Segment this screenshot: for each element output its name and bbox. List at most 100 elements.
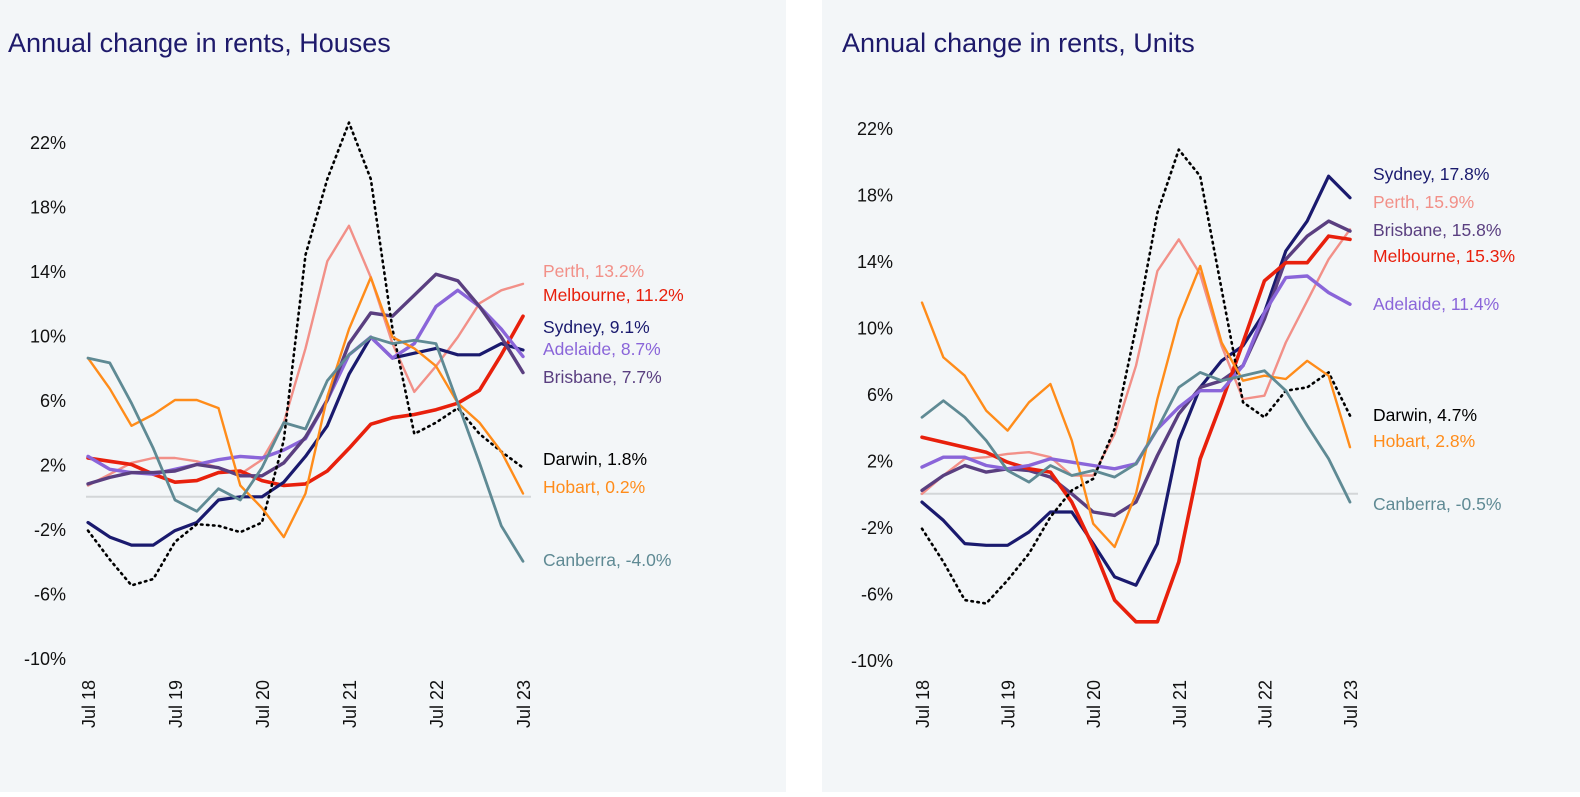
houses-canberra-point xyxy=(218,488,220,490)
houses-hobart-point xyxy=(109,388,111,390)
units-x-tick-label: Jul 23 xyxy=(1341,680,1361,728)
units-adelaide-point xyxy=(1050,458,1052,460)
units-melbourne-point xyxy=(985,451,987,453)
units-sydney-point xyxy=(1007,545,1009,547)
units-series-canberra-line xyxy=(920,369,1352,504)
houses-perth-point xyxy=(305,348,307,350)
units-brisbane-point xyxy=(1178,413,1180,415)
houses-y-tick-label: 22% xyxy=(30,133,66,153)
units-melbourne-point xyxy=(1092,546,1094,548)
houses-hobart-point xyxy=(240,485,242,487)
houses-brisbane-point xyxy=(348,343,350,345)
units-darwin-point xyxy=(1135,327,1137,329)
houses-y-tick-label: 6% xyxy=(40,391,66,411)
units-sydney-point xyxy=(964,543,966,545)
units-canberra-point xyxy=(1071,475,1073,477)
houses-label-darwin: Darwin, 1.8% xyxy=(543,449,647,469)
houses-melbourne-point xyxy=(196,480,198,482)
units-adelaide-point xyxy=(1221,390,1223,392)
houses-adelaide-point xyxy=(218,459,220,461)
units-hobart-point xyxy=(943,357,945,359)
units-melbourne-point xyxy=(1157,621,1159,623)
units-y-tick-label: -10% xyxy=(851,651,893,671)
houses-y-tick-label: -6% xyxy=(34,585,66,605)
units-hobart-point xyxy=(1199,265,1201,267)
units-perth-point xyxy=(985,456,987,458)
houses-perth-point xyxy=(348,225,350,227)
units-melbourne-point xyxy=(1221,402,1223,404)
units-adelaide-point xyxy=(1328,292,1330,294)
units-adelaide-point xyxy=(1242,365,1244,367)
houses-canberra-point xyxy=(392,343,394,345)
units-hobart-point xyxy=(964,375,966,377)
units-hobart-point xyxy=(1349,446,1351,448)
houses-melbourne-point xyxy=(240,470,242,472)
units-sydney-point xyxy=(1221,360,1223,362)
units-melbourne-point xyxy=(1306,262,1308,264)
units-darwin-point xyxy=(1050,516,1052,518)
units-canberra-point xyxy=(1114,476,1116,478)
houses-adelaide-point xyxy=(261,457,263,459)
units-brisbane-point xyxy=(1264,318,1266,320)
houses-melbourne-point xyxy=(283,485,285,487)
houses-x-tick-label: Jul 20 xyxy=(253,680,273,728)
units-canberra-point xyxy=(1242,375,1244,377)
houses-hobart-point xyxy=(283,536,285,538)
units-chart: 22% 18% 14% 10% 6% 2% -2% -6% -10% Jul 18 Jul 19 Ju… xyxy=(851,119,1515,728)
units-darwin-point xyxy=(964,599,966,601)
units-brisbane-point xyxy=(943,475,945,477)
houses-perth-point xyxy=(414,391,416,393)
units-hobart-point xyxy=(1092,523,1094,525)
houses-perth-point xyxy=(153,457,155,459)
houses-melbourne-point xyxy=(435,409,437,411)
units-hobart-point xyxy=(1071,440,1073,442)
houses-melbourne-point xyxy=(501,354,503,356)
houses-melbourne-point xyxy=(479,390,481,392)
units-perth-point xyxy=(1285,342,1287,344)
units-canberra-point xyxy=(1028,481,1030,483)
houses-adelaide-point xyxy=(240,456,242,458)
units-sydney-point xyxy=(1135,584,1137,586)
units-hobart-point xyxy=(1328,375,1330,377)
houses-label-hobart: Hobart, 0.2% xyxy=(543,477,645,497)
units-canberra-point xyxy=(1221,380,1223,382)
units-y-tick-label: 6% xyxy=(867,385,893,405)
houses-brisbane-point xyxy=(370,312,372,314)
houses-hobart-point xyxy=(392,336,394,338)
houses-darwin-point xyxy=(283,440,285,442)
houses-series-hobart-line xyxy=(86,276,525,539)
houses-x-tick-label: Jul 21 xyxy=(340,680,360,728)
houses-chart: 22% 18% 14% 10% 6% 2% -2% -6% -10% Jul 18 Jul 19 Ju… xyxy=(24,121,684,728)
units-melbourne-point xyxy=(1242,342,1244,344)
units-melbourne-point xyxy=(921,436,923,438)
houses-melbourne-point xyxy=(109,461,111,463)
units-y-tick-label: -2% xyxy=(861,518,893,538)
houses-panel-background xyxy=(0,0,786,792)
houses-chart-title: Annual change in rents, Houses xyxy=(8,28,391,58)
units-perth-point xyxy=(1007,453,1009,455)
units-y-tick-label: 2% xyxy=(867,452,893,472)
houses-melbourne-point xyxy=(218,472,220,474)
houses-melbourne-point xyxy=(370,423,372,425)
units-canberra-point xyxy=(1050,465,1052,467)
houses-y-tick-label: 18% xyxy=(30,198,66,218)
houses-label-perth: Perth, 13.2% xyxy=(543,261,644,281)
houses-sydney-point xyxy=(327,425,329,427)
houses-brisbane-point xyxy=(522,372,524,374)
units-darwin-point xyxy=(1114,428,1116,430)
houses-canberra-point xyxy=(348,354,350,356)
units-melbourne-point xyxy=(1028,468,1030,470)
houses-canberra-point xyxy=(240,499,242,501)
units-canberra-point xyxy=(943,400,945,402)
houses-adelaide-point xyxy=(501,328,503,330)
houses-brisbane-point xyxy=(501,336,503,338)
houses-darwin-point xyxy=(348,122,350,124)
units-x-tick-label: Jul 22 xyxy=(1255,680,1275,728)
units-hobart-point xyxy=(1157,398,1159,400)
units-adelaide-point xyxy=(964,456,966,458)
houses-canberra-point xyxy=(196,511,198,513)
units-adelaide-point xyxy=(1071,461,1073,463)
houses-melbourne-point xyxy=(261,480,263,482)
units-sydney-point xyxy=(985,545,987,547)
